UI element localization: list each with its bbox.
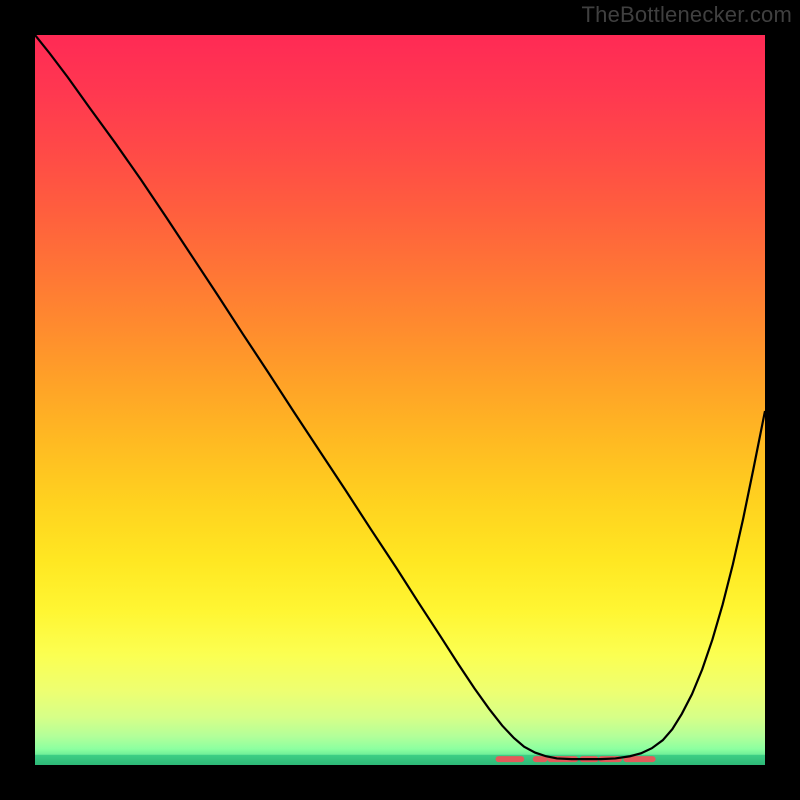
plot-area (35, 35, 765, 765)
bottom-green-bar (35, 755, 765, 765)
gradient-background (35, 35, 765, 765)
chart-svg (35, 35, 765, 765)
watermark-label: TheBottlenecker.com (582, 2, 792, 28)
chart-container: TheBottlenecker.com (0, 0, 800, 800)
